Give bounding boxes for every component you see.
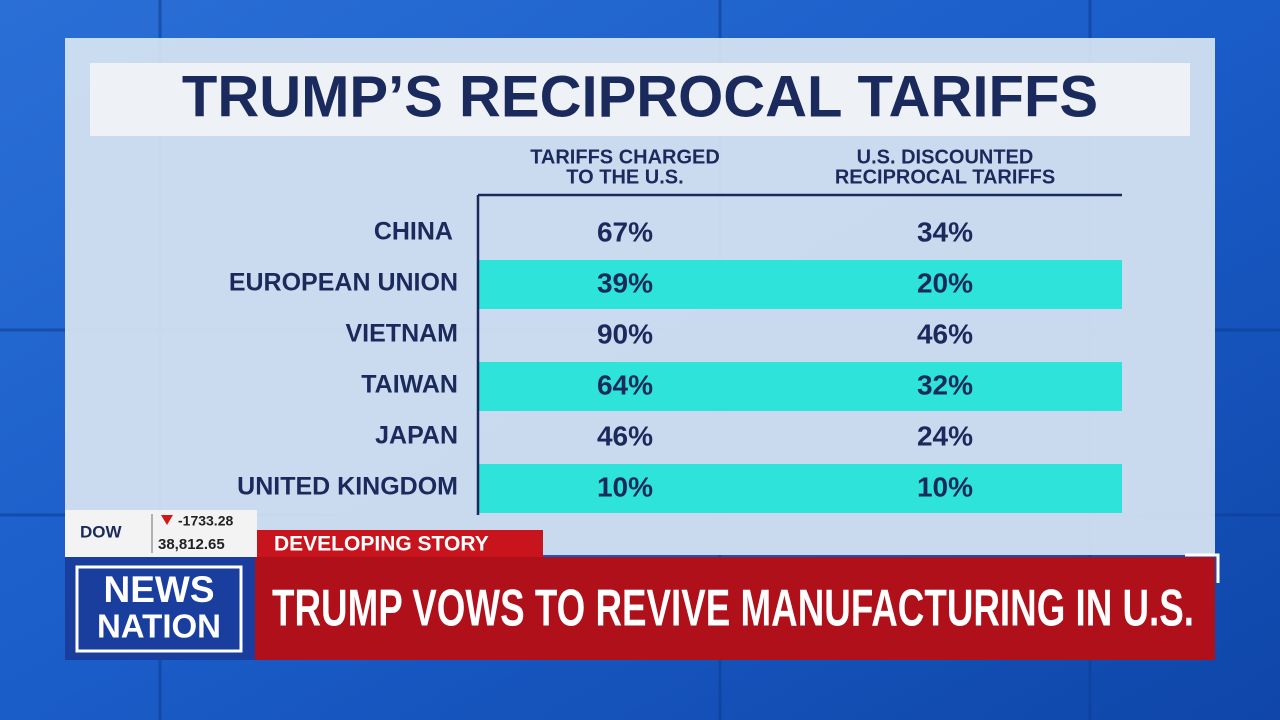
column-header: RECIPROCAL TARIFFS	[835, 166, 1055, 188]
title-bar	[90, 63, 1190, 136]
row-label: CHINA	[374, 218, 453, 246]
cell-value: 64%	[597, 369, 653, 400]
developing-bar	[257, 530, 543, 558]
row-highlight	[478, 260, 1122, 309]
ticker-index: DOW	[80, 522, 123, 541]
ticker-change: -1733.28	[178, 513, 233, 529]
headline: TRUMP VOWS TO REVIVE MANUFACTURING IN U.…	[272, 580, 1194, 638]
cell-value: 24%	[917, 420, 973, 451]
logo-line1: NEWS	[104, 569, 215, 610]
cell-value: 32%	[917, 369, 973, 400]
logo-line2: NATION	[97, 608, 221, 645]
ticker-box	[65, 510, 257, 557]
logo-frame	[75, 565, 243, 653]
cell-value: 46%	[917, 318, 973, 349]
cell-value: 90%	[597, 318, 653, 349]
row-label: TAIWAN	[361, 371, 458, 399]
cell-value: 10%	[917, 471, 973, 502]
developing-label: DEVELOPING STORY	[274, 533, 489, 556]
row-label: UNITED KINGDOM	[237, 473, 458, 501]
column-header: TO THE U.S.	[566, 166, 683, 188]
cell-value: 67%	[597, 216, 653, 247]
row-highlight	[478, 362, 1122, 411]
ticker-value: 38,812.65	[158, 536, 225, 553]
cell-value: 20%	[917, 267, 973, 298]
cell-value: 34%	[917, 216, 973, 247]
row-label: EUROPEAN UNION	[229, 269, 458, 297]
down-arrow	[161, 515, 173, 525]
row-label: JAPAN	[375, 422, 458, 450]
row-label: VIETNAM	[346, 320, 459, 348]
logo-bg	[65, 557, 255, 660]
headline-bar	[255, 557, 1215, 660]
cell-value: 46%	[597, 420, 653, 451]
column-header: U.S. DISCOUNTED	[857, 146, 1034, 168]
title: TRUMP’S RECIPROCAL TARIFFS	[182, 64, 1098, 129]
cell-value: 10%	[597, 471, 653, 502]
row-highlight	[478, 464, 1122, 513]
corner-mark	[1185, 553, 1220, 583]
cell-value: 39%	[597, 267, 653, 298]
column-header: TARIFFS CHARGED	[530, 146, 720, 168]
